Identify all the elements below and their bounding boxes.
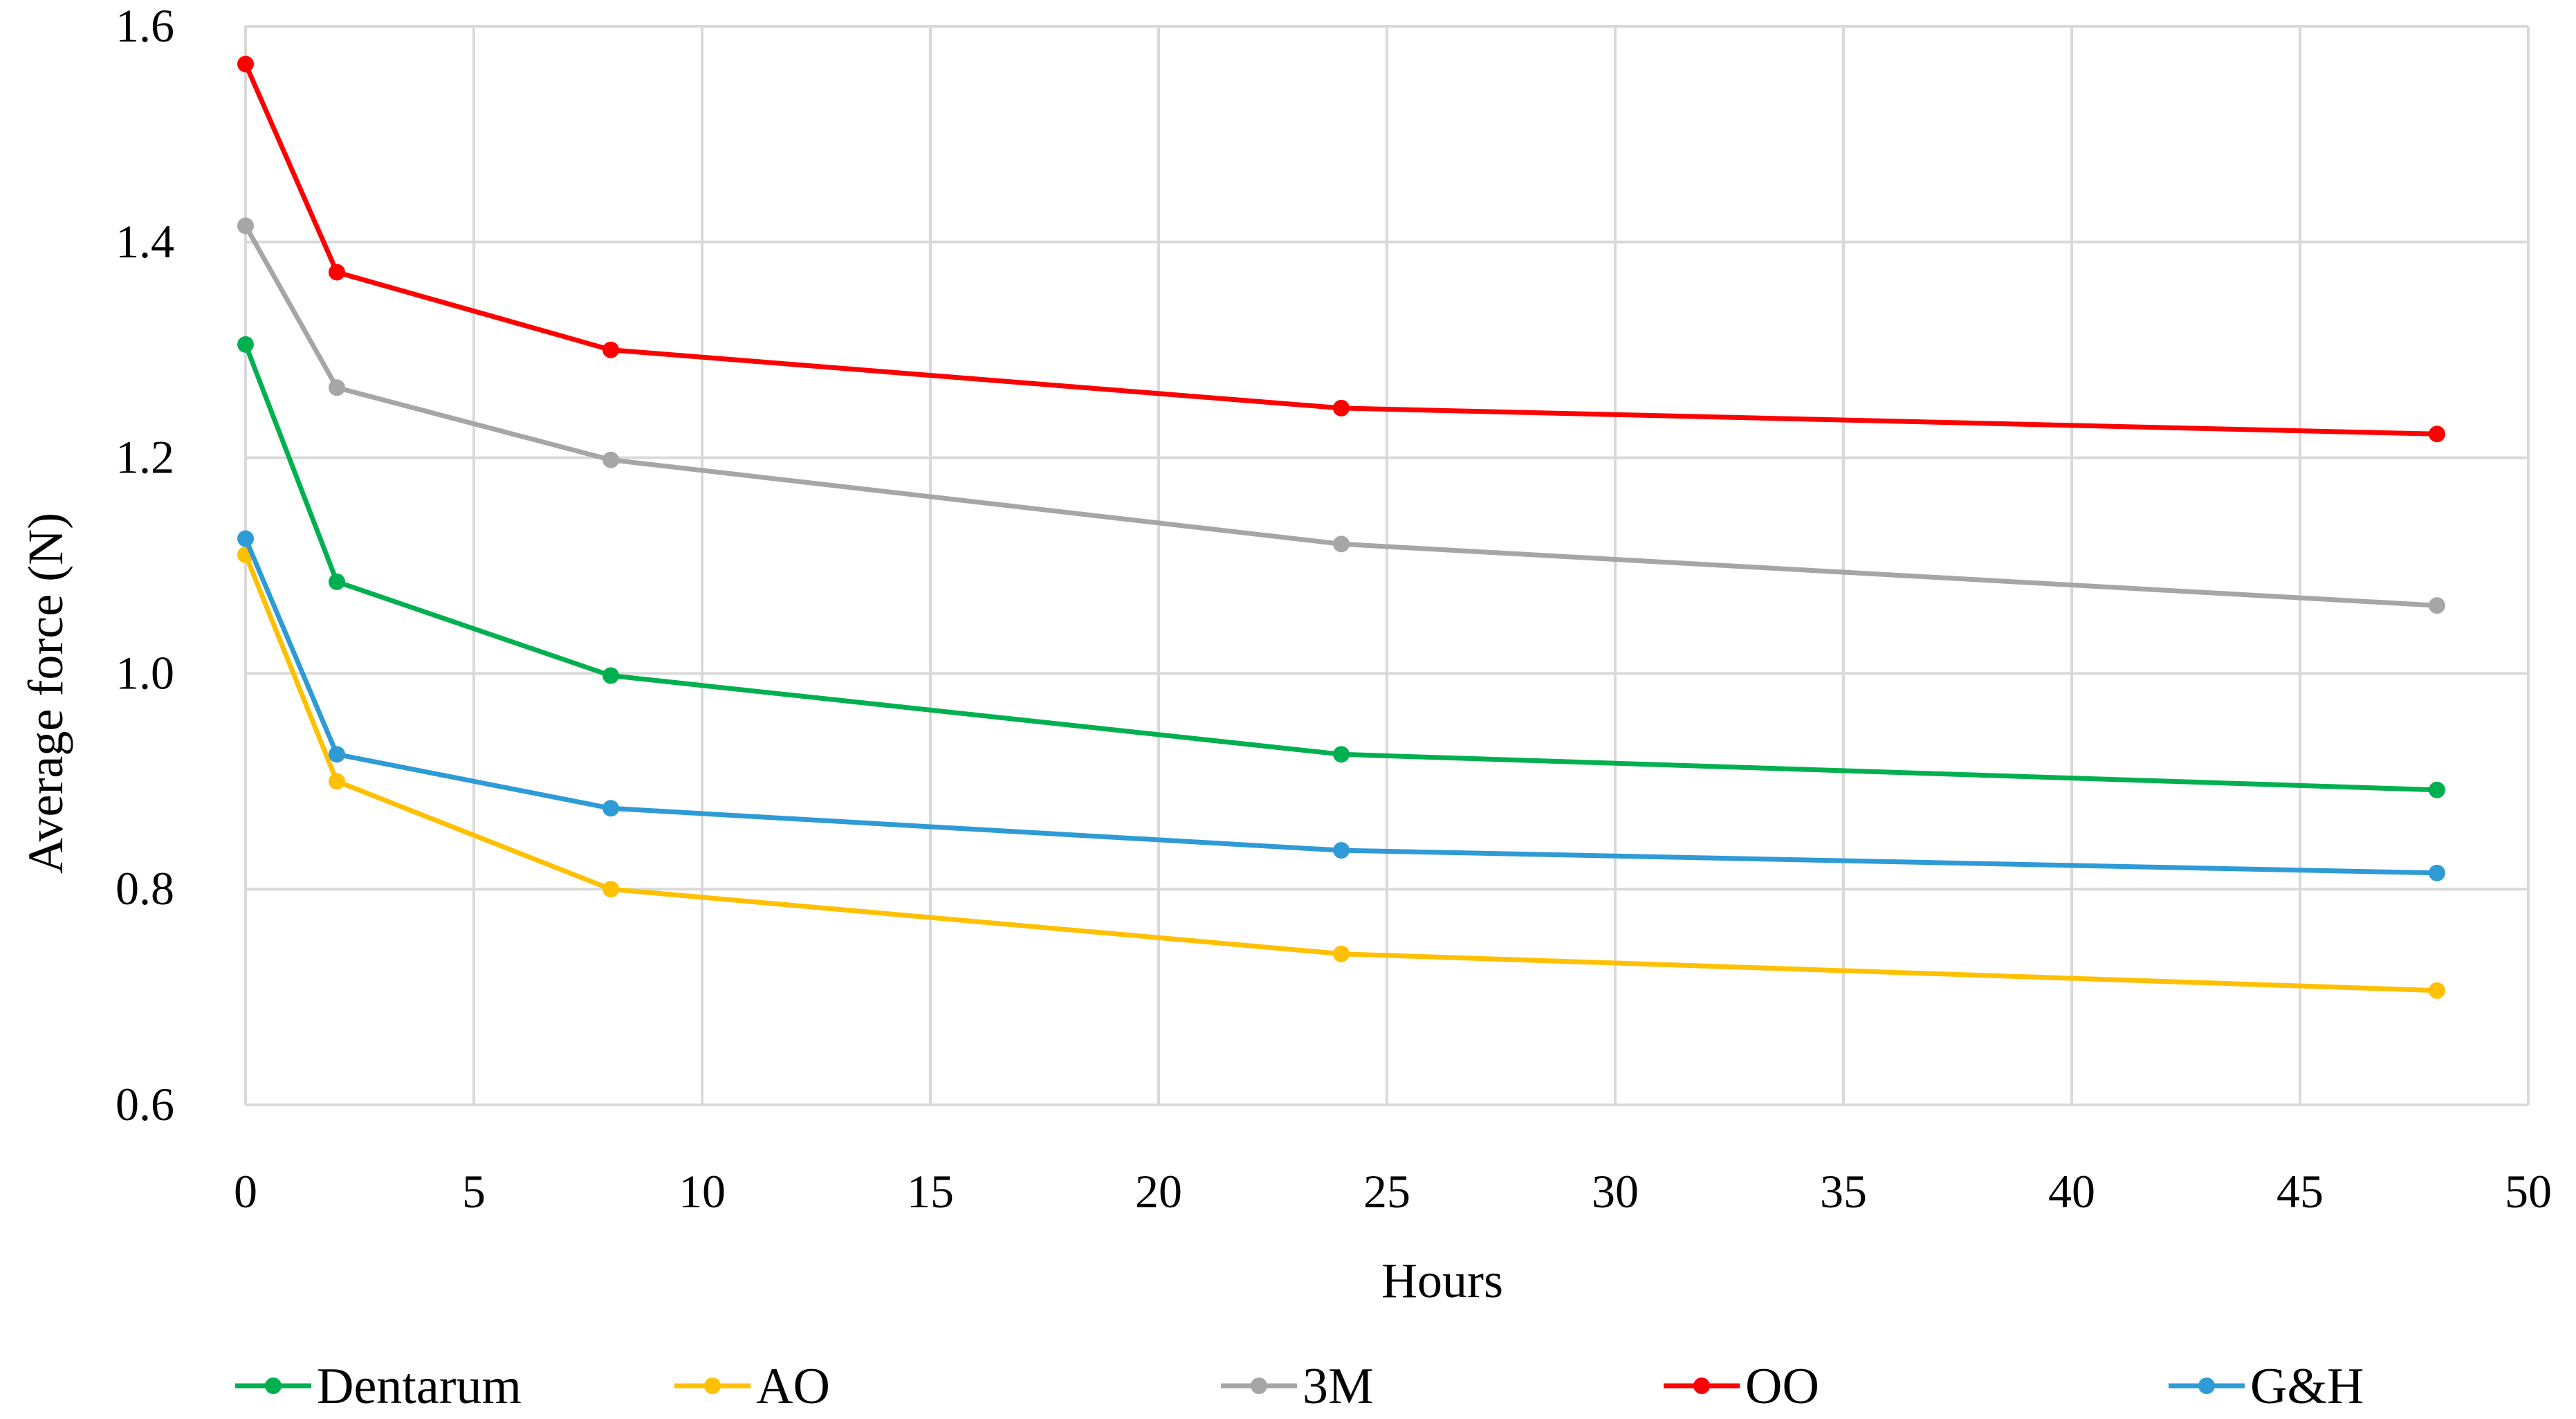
series-3m xyxy=(237,217,2445,614)
legend-item: 3M xyxy=(1221,1358,1374,1415)
data-point xyxy=(1333,399,1350,416)
legend-item: Dentarum xyxy=(235,1358,522,1415)
x-tick-label: 0 xyxy=(234,1165,257,1218)
data-point xyxy=(2429,425,2445,443)
legend-label: Dentarum xyxy=(317,1358,522,1415)
data-point xyxy=(2429,781,2445,798)
legend-swatch-marker xyxy=(704,1377,721,1394)
legend-swatch-marker xyxy=(1251,1377,1267,1394)
data-point xyxy=(329,573,345,590)
x-tick-label: 40 xyxy=(2048,1165,2095,1218)
legend-label: AO xyxy=(756,1358,830,1415)
y-tick-label: 1.0 xyxy=(116,646,174,699)
data-point xyxy=(1333,746,1350,763)
series-g-h xyxy=(237,530,2445,881)
y-tick-label: 0.8 xyxy=(116,862,174,915)
data-point xyxy=(329,379,345,396)
legend-label: OO xyxy=(1745,1358,1819,1415)
data-point xyxy=(1333,535,1350,553)
data-point xyxy=(237,336,254,353)
series-line xyxy=(243,552,2440,994)
x-axis-title: Hours xyxy=(1381,1253,1503,1308)
y-axis-title: Average force (N) xyxy=(18,513,73,874)
y-tick-label: 1.4 xyxy=(116,215,174,268)
x-tick-label: 50 xyxy=(2505,1165,2552,1218)
data-point xyxy=(2429,597,2445,614)
x-tick-label: 30 xyxy=(1592,1165,1639,1218)
legend-item: OO xyxy=(1664,1358,1819,1415)
data-point xyxy=(329,264,345,281)
x-tick-label: 25 xyxy=(1363,1165,1410,1218)
legend-label: G&H xyxy=(2250,1358,2364,1415)
series-dentarum xyxy=(237,336,2445,798)
data-point xyxy=(237,55,254,73)
legend-label: 3M xyxy=(1303,1358,1374,1415)
x-tick-label: 5 xyxy=(462,1165,486,1218)
y-tick-label: 0.6 xyxy=(116,1078,174,1130)
series xyxy=(237,55,2445,999)
legend-item: AO xyxy=(674,1358,830,1415)
data-point xyxy=(602,667,619,684)
y-tick-label: 1.6 xyxy=(116,0,174,52)
legend-swatch-marker xyxy=(1693,1377,1710,1394)
y-axis-ticks: 0.6 0.8 1.0 1.2 1.4 1.6 xyxy=(116,0,174,1130)
x-tick-label: 10 xyxy=(679,1165,726,1218)
data-point xyxy=(602,800,619,817)
data-point xyxy=(2429,982,2445,999)
legend-item: G&H xyxy=(2169,1358,2364,1415)
series-ao xyxy=(237,546,2445,999)
data-point xyxy=(329,773,345,790)
data-point xyxy=(2429,864,2445,881)
data-point xyxy=(1333,945,1350,962)
x-tick-label: 35 xyxy=(1820,1165,1867,1218)
legend: Dentarum AO 3M OO G&H xyxy=(235,1358,2364,1415)
series-line xyxy=(243,62,2440,437)
data-point xyxy=(237,530,254,547)
series-oo xyxy=(237,55,2445,443)
x-tick-label: 45 xyxy=(2276,1165,2324,1218)
x-tick-label: 20 xyxy=(1135,1165,1182,1218)
data-point xyxy=(602,451,619,468)
x-axis-ticks: 0 5 10 15 20 25 30 35 40 45 50 xyxy=(234,1165,2552,1218)
legend-swatch-marker xyxy=(265,1377,282,1394)
y-tick-label: 1.2 xyxy=(116,431,174,484)
legend-swatch-marker xyxy=(2198,1377,2215,1394)
grid xyxy=(244,25,2530,1106)
data-point xyxy=(602,881,619,898)
data-point xyxy=(237,217,254,235)
data-point xyxy=(329,746,345,763)
data-point xyxy=(1333,842,1350,859)
x-tick-label: 15 xyxy=(907,1165,954,1218)
data-point xyxy=(602,341,619,358)
